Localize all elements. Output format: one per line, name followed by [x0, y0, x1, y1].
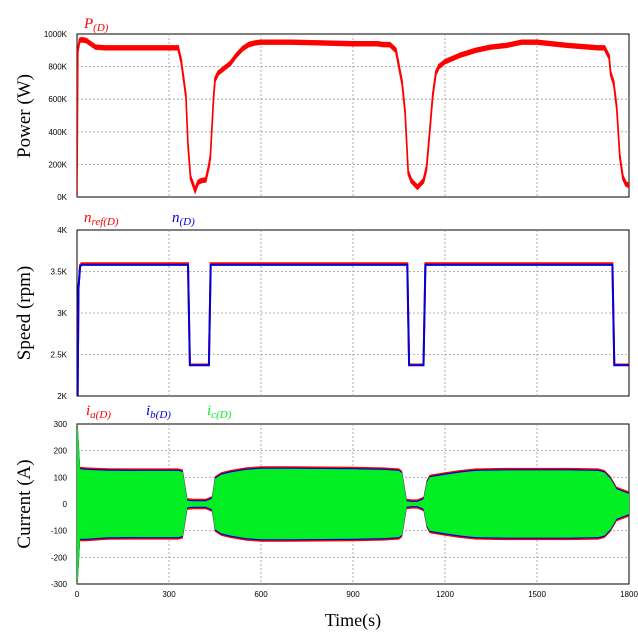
speed-legend: nref(D) n(D) [84, 210, 195, 228]
y-tick-label: 0K [57, 193, 67, 202]
y-tick-label: 3.5K [51, 268, 68, 277]
current-panel: -300 -200 -100 0 100 200 300 Current (A) ia(D)… [14, 403, 638, 599]
y-tick-label: 200 [54, 447, 68, 456]
current-y-ticks: -300 -200 -100 0 100 200 300 [51, 420, 68, 589]
speed-panel: 2K 2.5K 3K 3.5K 4K Speed (rpm) nref(D) n(D) [14, 210, 630, 401]
time-x-ticks: 0 300 600 900 1200 1500 1800 [75, 590, 638, 599]
series-band-P(D) [77, 36, 629, 197]
legend-entry: P(D) [83, 16, 109, 34]
power-legend: P(D) [83, 16, 109, 34]
y-tick-label: 0 [63, 500, 68, 509]
x-tick-label: 1500 [528, 590, 546, 599]
legend-entry: n(D) [172, 210, 195, 228]
y-tick-label: 2.5K [51, 351, 68, 360]
series-line-n(D) [77, 263, 629, 396]
y-tick-label: 3K [57, 309, 67, 318]
current-y-axis-label: Current (A) [14, 459, 35, 548]
speed-y-axis-label: Speed (rpm) [14, 266, 35, 360]
y-tick-label: -200 [51, 553, 68, 562]
legend-entry: ia(D) [86, 403, 111, 421]
y-tick-label: 100 [54, 473, 68, 482]
power-y-ticks: 0K 200K 400K 600K 800K 1000K [44, 30, 68, 202]
plot-area [77, 262, 629, 396]
speed-grid [77, 230, 629, 396]
y-tick-label: -100 [51, 527, 68, 536]
power-grid [77, 34, 629, 197]
legend-entry: ic(D) [207, 403, 232, 421]
y-tick-label: 400K [48, 128, 67, 137]
power-panel: 0K 200K 400K 600K 800K 1000K Power (W) P(D) [14, 16, 630, 202]
y-tick-label: 200K [48, 160, 67, 169]
x-tick-label: 600 [254, 590, 268, 599]
series-line-nref(D) [77, 262, 629, 396]
x-axis-label: Time(s) [325, 610, 381, 631]
speed-y-ticks: 2K 2.5K 3K 3.5K 4K [51, 226, 68, 401]
y-tick-label: 600K [48, 95, 67, 104]
x-tick-label: 300 [162, 590, 176, 599]
current-series [77, 424, 629, 584]
speed-series [77, 262, 629, 396]
y-tick-label: 300 [54, 420, 68, 429]
plot-area [77, 424, 629, 584]
plot-area [77, 36, 629, 197]
power-y-axis-label: Power (W) [14, 74, 35, 158]
current-envelope-ic(D) [77, 424, 629, 584]
current-legend: ia(D) ib(D) ic(D) [86, 403, 232, 421]
y-tick-label: 1000K [44, 30, 68, 39]
x-tick-label: 0 [75, 590, 80, 599]
y-tick-label: -300 [51, 580, 68, 589]
y-tick-label: 4K [57, 226, 67, 235]
power-series [77, 36, 629, 197]
x-tick-label: 1800 [620, 590, 638, 599]
y-tick-label: 800K [48, 63, 67, 72]
legend-entry: nref(D) [84, 210, 119, 228]
x-tick-label: 1200 [436, 590, 454, 599]
y-tick-label: 2K [57, 392, 67, 401]
legend-entry: ib(D) [146, 403, 171, 421]
x-tick-label: 900 [346, 590, 360, 599]
